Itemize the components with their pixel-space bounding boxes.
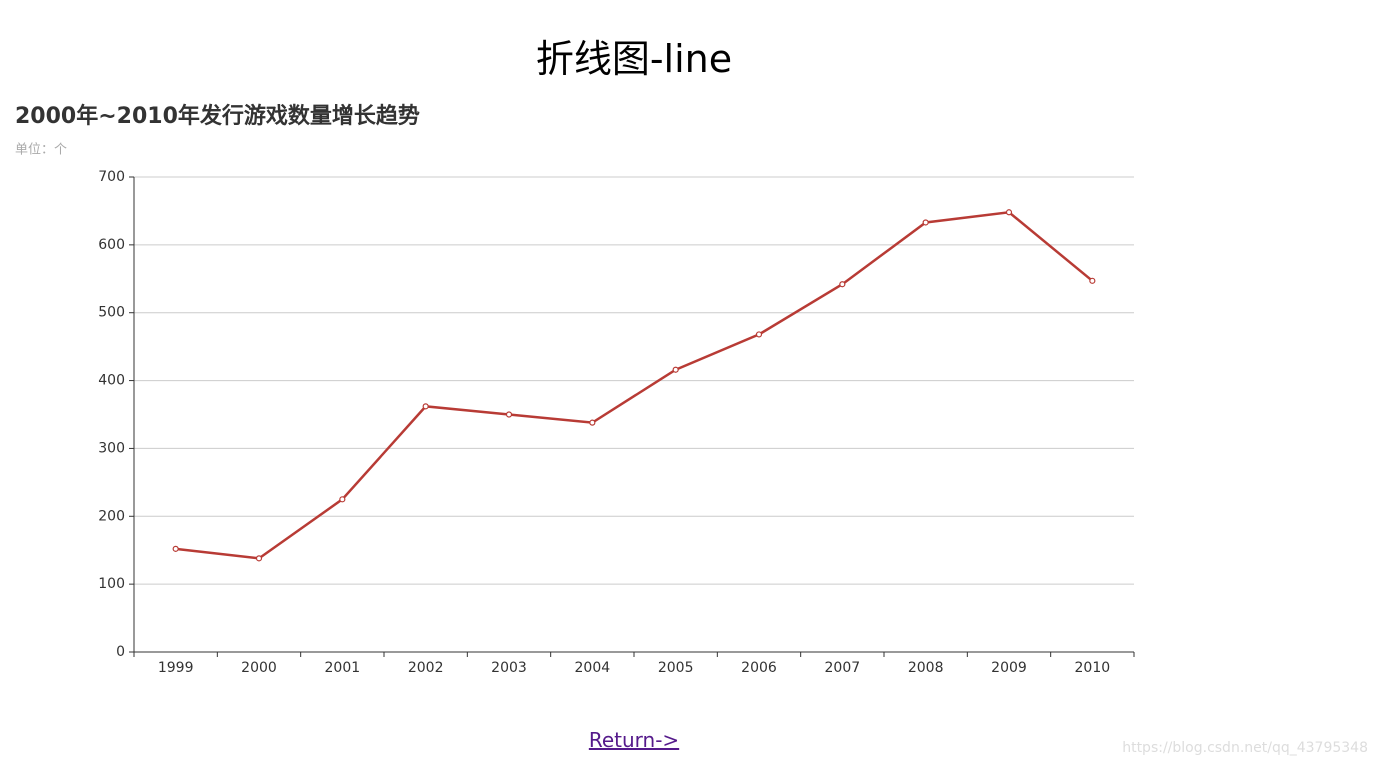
y-tick-label: 600 (98, 237, 125, 253)
chart-subtitle: 单位：个 (15, 143, 67, 158)
y-tick-label: 300 (98, 440, 125, 456)
y-tick-label: 700 (98, 169, 125, 185)
x-tick-label: 2008 (908, 660, 944, 676)
y-tick-label: 200 (98, 508, 125, 524)
return-row: Return-> (0, 728, 1268, 752)
data-point (1005, 209, 1013, 216)
x-tick-label: 2009 (991, 660, 1027, 676)
y-tick-label: 400 (98, 373, 125, 389)
chart-title: 2000年~2010年发行游戏数量增长趋势 (15, 103, 420, 129)
data-point (172, 545, 179, 552)
y-tick-label: 500 (98, 305, 125, 321)
y-tick-label: 100 (98, 576, 125, 592)
data-point (839, 281, 846, 288)
data-point (922, 219, 929, 226)
x-tick-label: 2003 (491, 660, 527, 676)
data-point (589, 419, 596, 426)
x-tick-label: 2005 (658, 660, 694, 676)
data-point (422, 403, 429, 410)
x-tick-label: 2001 (325, 660, 361, 676)
x-tick-label: 2004 (575, 660, 611, 676)
chart: 2000年~2010年发行游戏数量增长趋势 单位：个 0 100 200 300 400… (15, 103, 1135, 676)
data-point (339, 496, 346, 503)
return-link[interactable]: Return-> (588, 728, 680, 752)
x-tick-label: 2007 (825, 660, 861, 676)
x-tick-label: 2010 (1075, 660, 1111, 676)
watermark: https://blog.csdn.net/qq_43795348 (1122, 740, 1368, 756)
x-tick-label: 2006 (741, 660, 777, 676)
data-line (175, 210, 1094, 560)
data-point (1089, 277, 1096, 284)
data-point (755, 331, 763, 338)
data-point (255, 555, 263, 562)
x-tick-label: 2000 (241, 660, 277, 676)
y-tick-label: 0 (116, 644, 125, 660)
x-tick-label: 1999 (158, 660, 194, 676)
data-point (672, 366, 679, 373)
x-tick-label: 2002 (408, 660, 444, 676)
page-heading: 折线图-line (535, 37, 733, 81)
data-point (505, 411, 513, 418)
